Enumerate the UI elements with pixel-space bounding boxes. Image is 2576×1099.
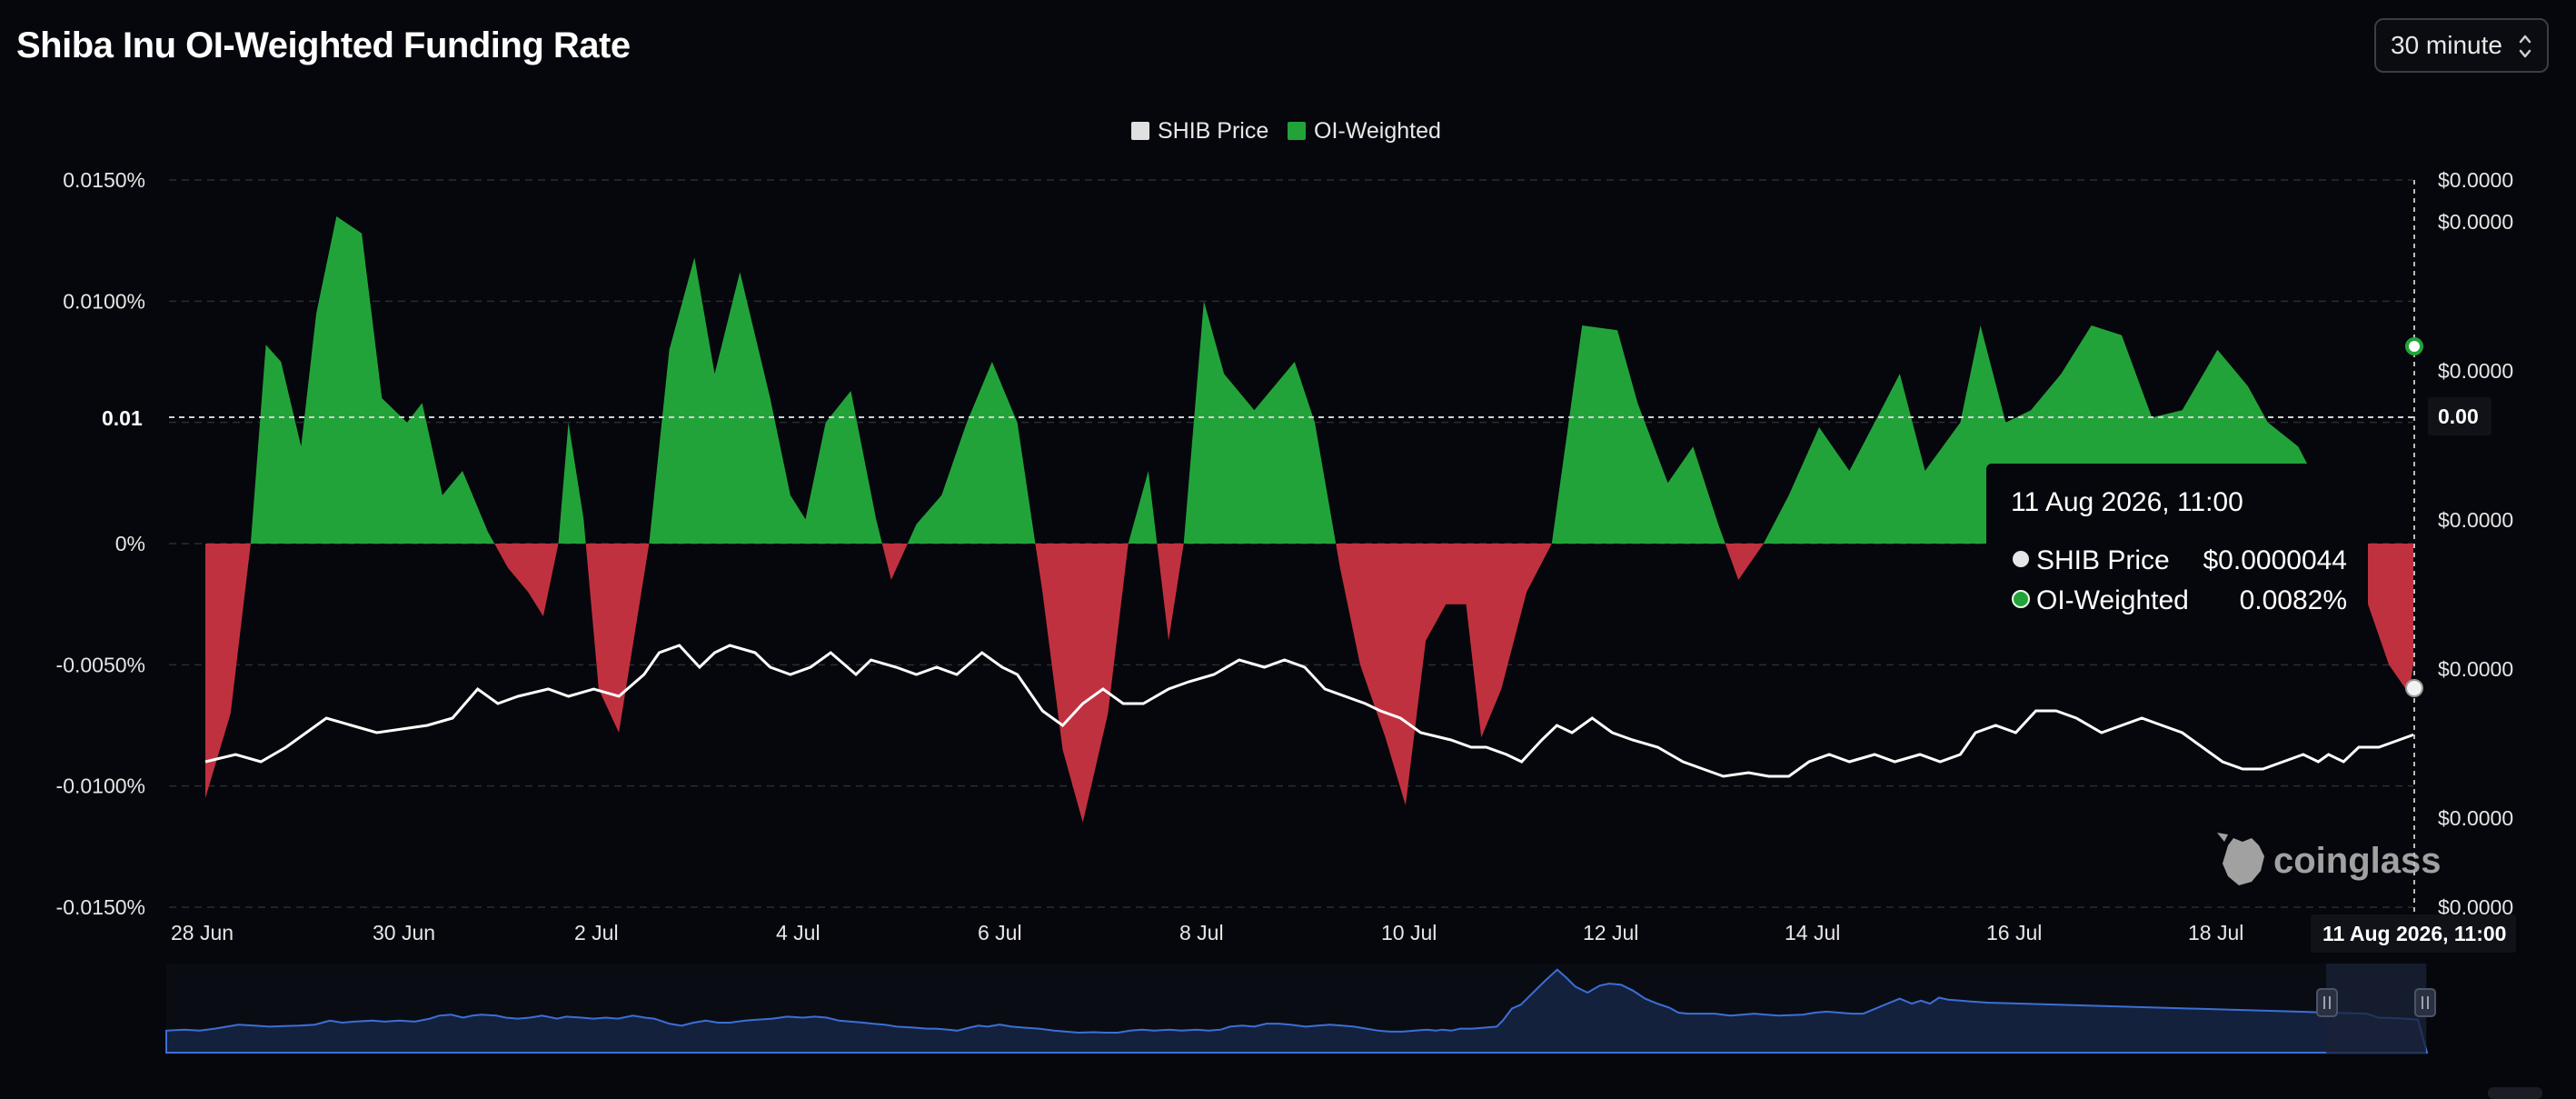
corner-button[interactable] — [2488, 1087, 2542, 1099]
chart-legend: SHIB Price OI-Weighted — [1131, 118, 1441, 144]
left-axis-tick-label: -0.0150% — [56, 895, 145, 919]
tooltip-value-oi-weighted: 0.0082% — [2240, 585, 2347, 615]
navigator-series-area — [165, 968, 2429, 1054]
interval-select[interactable]: 30 minute — [2374, 18, 2549, 73]
right-axis-tick-label: $0.0000 — [2438, 359, 2513, 383]
crosshair-left-label: 0.01 — [102, 406, 143, 430]
interval-select-label: 30 minute — [2391, 31, 2502, 59]
x-axis-tick-label: 14 Jul — [1785, 921, 1840, 944]
watermark-text: coinglass — [2273, 841, 2442, 881]
x-axis-tick-label: 16 Jul — [1986, 921, 2042, 944]
legend-label-oi-weighted: OI-Weighted — [1314, 118, 1441, 144]
tooltip-label-oi-weighted: OI-Weighted — [2036, 585, 2189, 615]
x-axis-tick-label: 10 Jul — [1381, 921, 1437, 944]
right-axis-tick-label: $0.0000 — [2438, 210, 2513, 234]
right-axis-ticks: $0.0000 $0.0000 $0.0000 $0.0000 $0.0000 $0.00… — [2438, 168, 2513, 919]
left-axis-tick-label: 0.0100% — [63, 289, 145, 313]
legend-swatch-oi-weighted — [1288, 122, 1306, 140]
tooltip-dot-shib-price — [2013, 551, 2029, 567]
tooltip-title: 11 Aug 2026, 11:00 — [2011, 487, 2243, 517]
tooltip: 11 Aug 2026, 11:00 SHIB Price $0.0000044… — [1986, 464, 2368, 631]
tooltip-value-shib-price: $0.0000044 — [2203, 545, 2348, 575]
tooltip-box — [1986, 464, 2368, 631]
x-axis-tick-label: 8 Jul — [1179, 921, 1224, 944]
right-axis-tick-label: $0.0000 — [2438, 657, 2513, 681]
right-axis-tick-label: $0.0000 — [2438, 806, 2513, 830]
crosshair-date-label: 11 Aug 2026, 11:00 — [2322, 922, 2506, 945]
x-axis-tick-label: 18 Jul — [2188, 921, 2243, 944]
page-title: Shiba Inu OI-Weighted Funding Rate — [16, 25, 631, 65]
chevron-up-down-icon — [2518, 31, 2532, 62]
crosshair: 0.01 0.00 11 Aug 2026, 11:00 — [93, 180, 2516, 953]
x-axis-tick-label: 28 Jun — [171, 921, 234, 944]
legend-label-shib-price: SHIB Price — [1158, 118, 1268, 144]
navigator-selection[interactable] — [2326, 964, 2426, 1054]
left-axis-tick-label: -0.0100% — [56, 774, 145, 798]
drag-handle-icon[interactable] — [2316, 988, 2338, 1017]
crosshair-date-label-box — [2311, 914, 2516, 953]
watermark: coinglass — [2217, 833, 2442, 885]
x-axis-tick-label: 30 Jun — [373, 921, 435, 944]
legend-swatch-shib-price — [1131, 122, 1149, 140]
x-axis-tick-label: 2 Jul — [574, 921, 619, 944]
legend-item-shib-price[interactable]: SHIB Price — [1131, 118, 1268, 144]
series-shib-price-line — [204, 644, 2413, 778]
left-axis-tick-label: 0.0150% — [63, 168, 145, 192]
navigator[interactable] — [165, 964, 2436, 1054]
left-axis-tick-label: 0% — [115, 532, 145, 555]
tooltip-dot-oi-weighted — [2012, 590, 2030, 608]
x-axis-tick-label: 12 Jul — [1583, 921, 1638, 944]
series-oi-weighted-positive-area — [205, 216, 2413, 544]
crosshair-right-label-box — [2428, 397, 2491, 435]
hover-point-oi-weighted — [2405, 337, 2423, 355]
left-axis-tick-label: -0.0050% — [56, 653, 145, 676]
x-axis-ticks: 28 Jun 30 Jun 2 Jul 4 Jul 6 Jul 8 Jul 10 Jul 12… — [171, 921, 2445, 944]
crosshair-left-label-box — [93, 400, 154, 435]
x-axis-tick-label: 4 Jul — [776, 921, 821, 944]
coinglass-logo-icon — [2217, 833, 2264, 885]
drag-handle-icon[interactable] — [2414, 988, 2436, 1017]
legend-item-oi-weighted[interactable]: OI-Weighted — [1288, 118, 1441, 144]
right-axis-tick-label: $0.0000 — [2438, 508, 2513, 532]
right-axis-tick-label: $0.0000 — [2438, 168, 2513, 192]
left-axis-ticks: 0.0150%0.0100%0.00%-0.0050%-0.0100%-0.01… — [56, 168, 145, 919]
crosshair-right-label: 0.00 — [2438, 405, 2479, 428]
tooltip-label-shib-price: SHIB Price — [2036, 545, 2170, 575]
hover-point-shib-price — [2405, 679, 2423, 697]
x-axis-tick-label: 6 Jul — [978, 921, 1022, 944]
